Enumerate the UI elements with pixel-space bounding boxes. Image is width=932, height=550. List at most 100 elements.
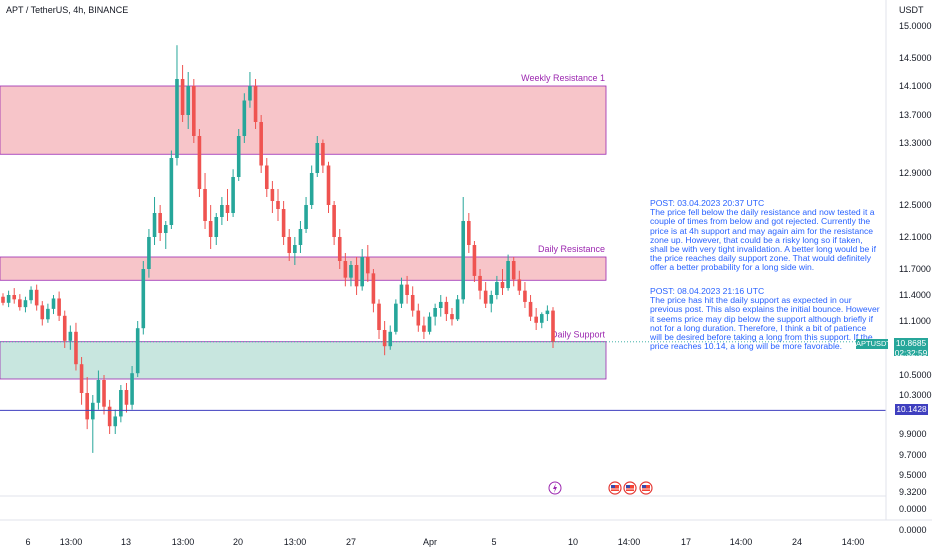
time-tick-label: 13	[121, 537, 131, 547]
us-flag-event[interactable]	[608, 481, 622, 495]
candle	[354, 257, 359, 295]
candle	[197, 129, 202, 197]
candle	[326, 161, 331, 213]
candle	[225, 189, 230, 221]
candle	[248, 72, 252, 108]
candle	[107, 399, 112, 434]
candle	[113, 409, 118, 434]
candle	[500, 269, 505, 295]
price-tick-label: 10.3000	[899, 390, 932, 400]
candle	[135, 321, 140, 377]
candle	[534, 308, 538, 330]
candle	[242, 93, 247, 143]
candle	[220, 197, 224, 225]
candle	[517, 270, 522, 295]
candle	[416, 303, 421, 332]
price-tick-label: 11.4000	[899, 290, 931, 300]
zone-1	[0, 256, 607, 281]
last-price-badge: 10.8685 02:32:59	[894, 338, 928, 358]
candle	[287, 229, 292, 261]
price-tick-label: 14.5000	[899, 53, 932, 63]
us-flag-event[interactable]	[639, 481, 653, 495]
candle	[467, 213, 471, 253]
candle	[321, 139, 325, 173]
candle	[360, 249, 364, 291]
candle	[438, 295, 443, 317]
candle	[433, 303, 437, 326]
time-tick-label: 13:00	[284, 537, 307, 547]
time-tick-label: 6	[25, 537, 30, 547]
zone-label: Daily Resistance	[538, 244, 605, 254]
candle	[12, 288, 17, 304]
candle	[343, 253, 348, 287]
candle	[152, 197, 157, 245]
candle	[405, 275, 409, 304]
time-tick-label: 17	[681, 537, 691, 547]
candle	[276, 189, 280, 221]
candle	[259, 115, 263, 173]
candle	[399, 277, 404, 308]
candle	[34, 284, 39, 311]
candle	[214, 213, 219, 245]
candle	[180, 65, 185, 122]
time-tick-label: 14:00	[618, 537, 641, 547]
time-tick-label: 10	[568, 537, 578, 547]
currency-label: USDT	[899, 5, 924, 15]
price-tick-label: 13.3000	[899, 138, 932, 148]
candle	[51, 295, 56, 315]
candle	[102, 375, 106, 415]
candle	[119, 385, 123, 423]
candle	[163, 221, 168, 249]
flash-icon[interactable]	[548, 481, 562, 495]
time-axis: 6 13:00 13 13:00 20 13:00 27 Apr 5 10 14:00 17 14:00…	[0, 495, 932, 547]
candle	[551, 307, 555, 348]
zone-2	[0, 341, 607, 380]
price-tick-label: 9.5000	[899, 470, 927, 480]
candle	[192, 79, 196, 143]
candle	[79, 357, 84, 405]
candle	[394, 299, 398, 335]
candle	[96, 370, 101, 410]
candle	[511, 257, 516, 287]
time-tick-label: Apr	[423, 537, 437, 547]
time-tick-label: 24	[792, 537, 802, 547]
zone-label: Weekly Resistance 1	[521, 73, 605, 83]
candles	[1, 45, 555, 453]
candle	[371, 269, 376, 313]
candle	[208, 205, 213, 249]
candle	[455, 295, 460, 321]
candle	[158, 205, 162, 241]
candle	[444, 296, 449, 321]
price-tick-label: 12.5000	[899, 200, 932, 210]
candle	[281, 201, 286, 245]
time-tick-label: 13:00	[172, 537, 195, 547]
candle	[422, 316, 426, 339]
events-row	[548, 481, 653, 495]
candle	[90, 395, 95, 453]
time-tick-label: 20	[233, 537, 243, 547]
price-tick-label: 0.0000	[899, 504, 927, 514]
candle	[382, 321, 387, 356]
candle	[332, 201, 336, 245]
price-tick-label: 10.5000	[899, 370, 932, 380]
candle	[461, 197, 466, 304]
candle	[450, 308, 454, 326]
candle	[6, 290, 11, 308]
candle	[483, 282, 488, 308]
candle	[337, 229, 342, 269]
zones: Weekly Resistance 1 Daily Resistance Daily…	[0, 73, 607, 380]
candle	[528, 295, 533, 321]
time-tick-label: 14:00	[730, 537, 753, 547]
price-tick-label: 14.1000	[899, 81, 932, 91]
candle	[315, 136, 320, 177]
note-post-2: POST: 08.04.2023 21:16 UTC The price has…	[650, 286, 880, 352]
candle	[57, 291, 61, 321]
candle	[1, 293, 5, 306]
candle	[478, 269, 482, 300]
candle	[427, 312, 432, 335]
us-flag-event[interactable]	[623, 481, 637, 495]
price-tick-label: 9.3200	[899, 487, 927, 497]
candle	[124, 383, 129, 413]
price-tick-label: 12.1000	[899, 232, 932, 242]
